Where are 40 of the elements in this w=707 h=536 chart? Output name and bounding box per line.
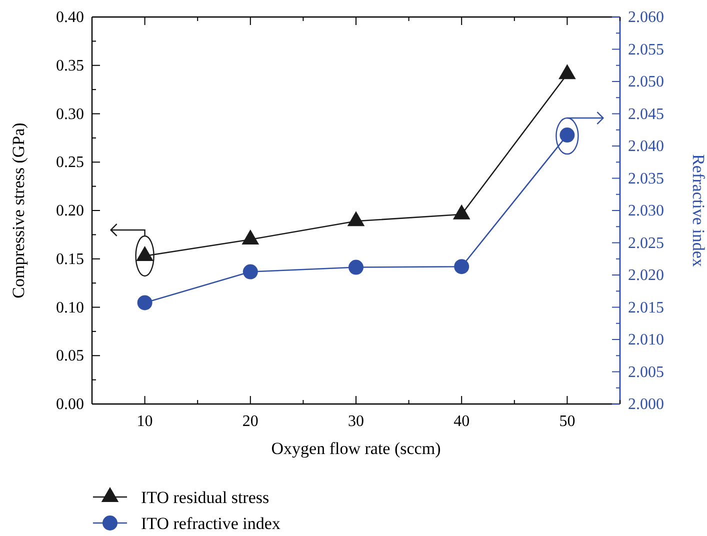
y-tick-label: 0.05 bbox=[56, 348, 84, 365]
point bbox=[242, 230, 260, 245]
x-tick-label: 30 bbox=[348, 413, 364, 430]
y2-tick-label: 2.035 bbox=[628, 170, 664, 188]
y2-tick-label: 2.040 bbox=[628, 138, 664, 155]
y2-tick-label: 2.050 bbox=[628, 74, 664, 90]
y2-tick-label: 2.060 bbox=[628, 9, 664, 26]
x-tick-label: 20 bbox=[242, 413, 258, 430]
x-tick-label: 40 bbox=[454, 413, 470, 430]
y-tick-label: 0.40 bbox=[56, 9, 84, 26]
x-tick-label: 10 bbox=[136, 413, 153, 430]
y2-tick-label: 2.015 bbox=[628, 299, 664, 316]
y-tick-label: 0.35 bbox=[56, 57, 84, 74]
point bbox=[137, 295, 152, 310]
y2-tick-label: 2.000 bbox=[628, 396, 664, 413]
y-tick-label: 0.25 bbox=[56, 154, 84, 172]
legend-label: ITO refractive index bbox=[141, 514, 281, 533]
y-tick-label: 0.20 bbox=[56, 202, 84, 220]
y2-tick-label: 2.010 bbox=[628, 332, 664, 348]
y2-axis-title: Refractive index bbox=[689, 154, 707, 268]
x-tick-label: 50 bbox=[559, 413, 576, 430]
y-tick-label: 0.10 bbox=[56, 299, 84, 316]
point bbox=[348, 260, 364, 275]
y2-tick-label: 2.025 bbox=[628, 234, 664, 252]
point bbox=[242, 264, 258, 280]
y-tick-label: 0.00 bbox=[56, 396, 84, 413]
legend-label: ITO residual stress bbox=[141, 488, 270, 507]
y-axis-title: Compressive stress (GPa) bbox=[9, 122, 28, 298]
point bbox=[347, 211, 365, 226]
y-tick-label: 0.15 bbox=[56, 250, 84, 268]
y2-tick-label: 2.030 bbox=[628, 202, 664, 220]
y2-tick-label: 2.005 bbox=[628, 364, 664, 381]
y2-tick-label: 2.055 bbox=[628, 41, 664, 58]
y2-tick-label: 2.020 bbox=[628, 267, 664, 284]
y-tick-label: 0.30 bbox=[56, 106, 84, 123]
point bbox=[558, 64, 576, 80]
x-axis-title: Oxygen flow rate (sccm) bbox=[271, 439, 441, 458]
point bbox=[452, 204, 470, 220]
point bbox=[454, 259, 470, 274]
y2-tick-label: 2.045 bbox=[628, 106, 664, 123]
